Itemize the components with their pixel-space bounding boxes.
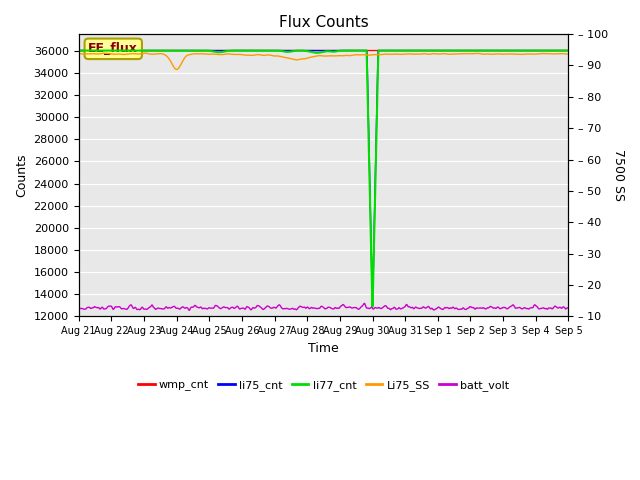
Legend: wmp_cnt, li75_cnt, li77_cnt, Li75_SS, batt_volt: wmp_cnt, li75_cnt, li77_cnt, Li75_SS, ba…: [134, 376, 513, 396]
Text: EE_flux: EE_flux: [88, 42, 138, 55]
X-axis label: Time: Time: [308, 342, 339, 355]
Title: Flux Counts: Flux Counts: [278, 15, 369, 30]
Y-axis label: 7500 SS: 7500 SS: [612, 149, 625, 201]
Y-axis label: Counts: Counts: [15, 154, 28, 197]
